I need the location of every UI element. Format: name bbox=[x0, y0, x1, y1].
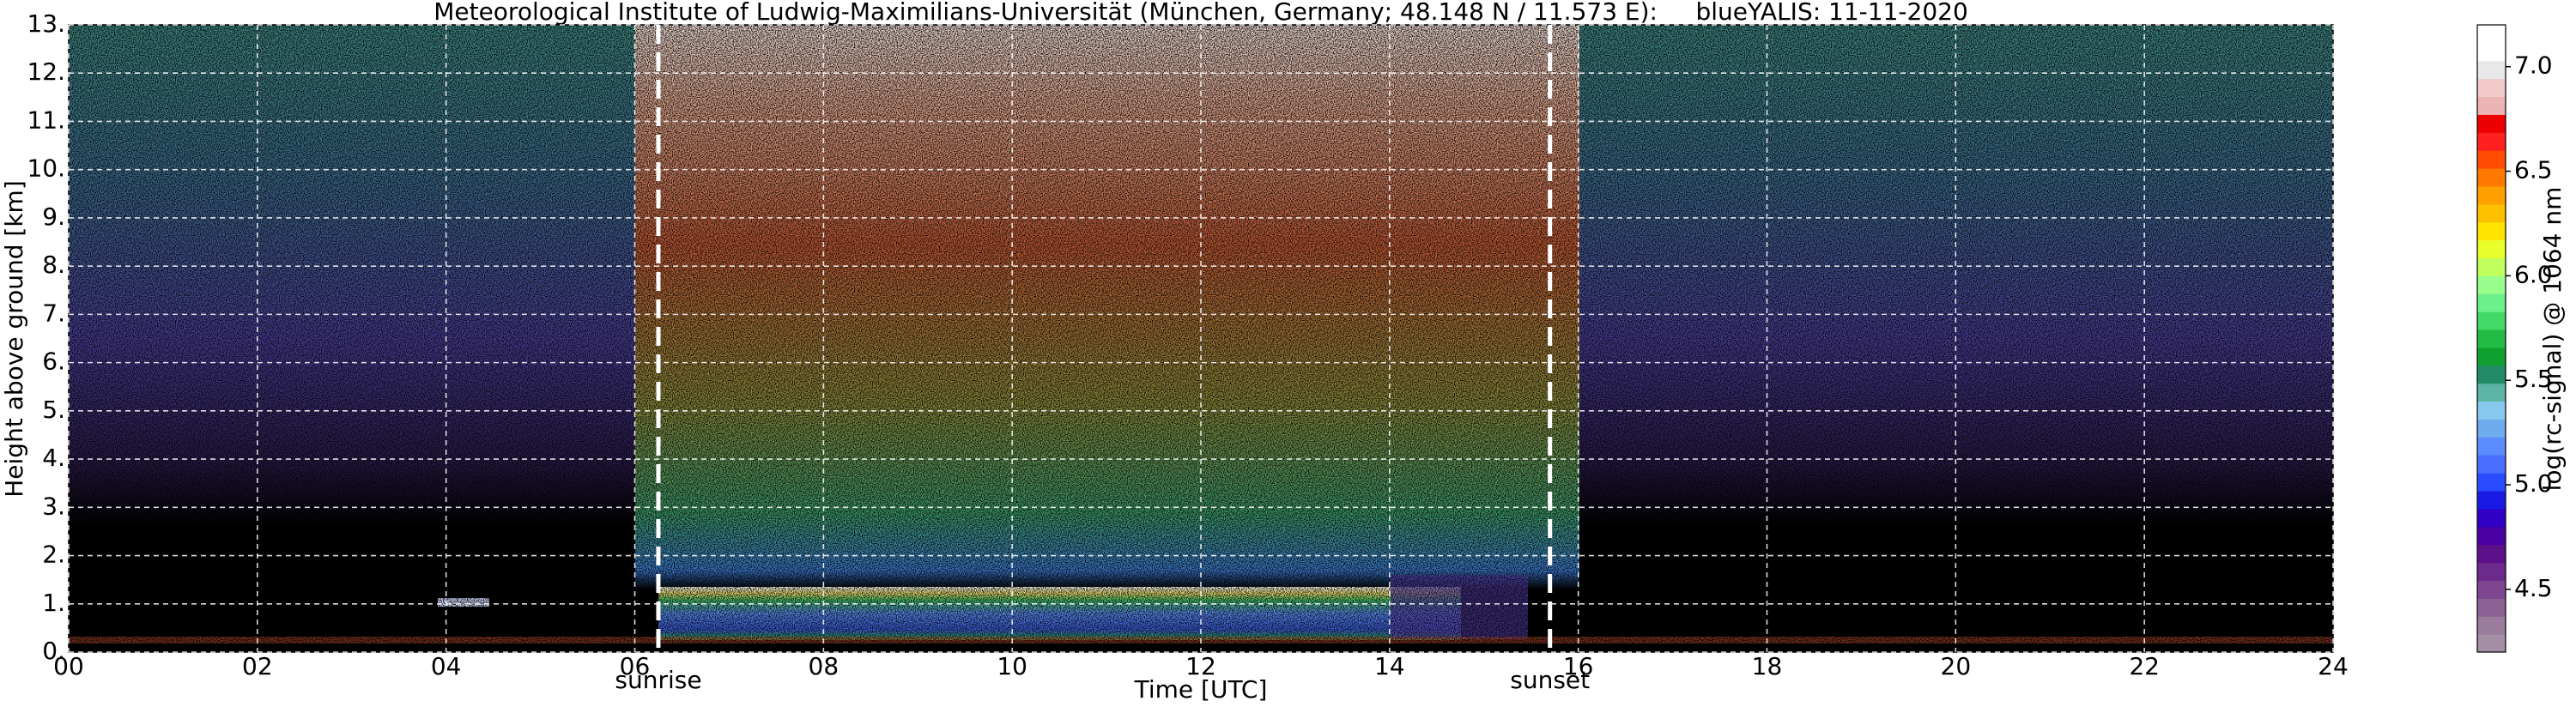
colorbar-segment bbox=[2477, 78, 2506, 98]
x-tick-label: 08 bbox=[809, 652, 839, 680]
colorbar-segment bbox=[2477, 347, 2506, 366]
colorbar-segment bbox=[2477, 580, 2506, 599]
colorbar-segment bbox=[2477, 257, 2506, 276]
colorbar-segment bbox=[2477, 42, 2506, 62]
x-axis-label: Time [UTC] bbox=[1134, 675, 1268, 704]
colorbar-segment bbox=[2477, 401, 2506, 420]
colorbar-segment bbox=[2477, 419, 2506, 438]
colorbar-segment bbox=[2477, 365, 2506, 384]
y-tick-label: 1. bbox=[42, 589, 65, 617]
colorbar-tick-label: 5.0 bbox=[2514, 469, 2553, 498]
y-tick-label: 7. bbox=[42, 299, 65, 327]
x-tick-label: 10 bbox=[997, 652, 1027, 680]
y-axis-label: Height above ground [km] bbox=[0, 180, 28, 498]
colorbar-segment bbox=[2477, 132, 2506, 151]
colorbar-tick-label: 5.5 bbox=[2514, 365, 2553, 393]
colorbar-segment bbox=[2477, 383, 2506, 402]
colorbar-segment bbox=[2477, 25, 2506, 44]
colorbar-segment bbox=[2477, 508, 2506, 528]
colorbar-segment bbox=[2477, 275, 2506, 294]
colorbar-tick-label: 4.5 bbox=[2514, 574, 2553, 602]
colorbar-segment bbox=[2477, 544, 2506, 564]
y-tick-label: 0. bbox=[42, 637, 65, 665]
colorbar-tick-label: 6.5 bbox=[2514, 156, 2553, 184]
y-tick-label: 13. bbox=[27, 9, 65, 38]
x-tick-label: 02 bbox=[242, 652, 273, 680]
colorbar-tick-label: 7.0 bbox=[2514, 51, 2553, 80]
colorbar-segment bbox=[2477, 455, 2506, 474]
x-tick-label: 00 bbox=[53, 652, 84, 680]
colorbar-segment bbox=[2477, 150, 2506, 169]
colorbar-label: log(rc-signal) @ 1064 nm bbox=[2538, 187, 2567, 492]
colorbar-segment bbox=[2477, 473, 2506, 492]
colorbar-segment bbox=[2477, 598, 2506, 617]
colorbar-segment bbox=[2477, 239, 2506, 259]
x-tick-label: 04 bbox=[431, 652, 462, 680]
colorbar-segment bbox=[2477, 96, 2506, 115]
colorbar-segment bbox=[2477, 634, 2506, 653]
y-tick-label: 3. bbox=[42, 492, 65, 520]
colorbar-segment bbox=[2477, 221, 2506, 241]
x-tick-label: 20 bbox=[1941, 652, 1972, 680]
colorbar-segment bbox=[2477, 526, 2506, 546]
colorbar-frame bbox=[2476, 24, 2506, 653]
colorbar-segment bbox=[2477, 616, 2506, 635]
colorbar-segment bbox=[2477, 491, 2506, 510]
x-tick-label: 06 bbox=[620, 652, 651, 680]
x-tick-label: 16 bbox=[1563, 652, 1594, 680]
y-tick-label: 5. bbox=[42, 396, 65, 424]
x-tick-label: 22 bbox=[2129, 652, 2160, 680]
x-tick-label: 24 bbox=[2318, 652, 2349, 680]
colorbar-segment bbox=[2477, 437, 2506, 456]
x-tick-label: 18 bbox=[1752, 652, 1783, 680]
event-label: sunrise bbox=[615, 666, 701, 694]
colorbar-segment bbox=[2477, 203, 2506, 223]
event-label: sunset bbox=[1510, 666, 1590, 694]
colorbar-segment bbox=[2477, 114, 2506, 133]
colorbar-segment bbox=[2477, 311, 2506, 330]
x-tick-label: 12 bbox=[1185, 652, 1216, 680]
colorbar-tick-label: 6.0 bbox=[2514, 260, 2553, 288]
colorbar-segment bbox=[2477, 60, 2506, 80]
colorbar-segment bbox=[2477, 562, 2506, 581]
y-tick-label: 6. bbox=[42, 347, 65, 376]
y-tick-label: 9. bbox=[42, 202, 65, 231]
colorbar-segment bbox=[2477, 185, 2506, 205]
y-tick-label: 4. bbox=[42, 444, 65, 472]
y-tick-label: 8. bbox=[42, 251, 65, 279]
y-tick-label: 10. bbox=[27, 154, 65, 183]
y-tick-label: 11. bbox=[27, 106, 65, 134]
x-tick-label: 14 bbox=[1374, 652, 1405, 680]
colorbar-segment bbox=[2477, 168, 2506, 187]
y-tick-label: 12. bbox=[27, 57, 65, 86]
chart-title: Meteorological Institute of Ludwig-Maxim… bbox=[433, 0, 1968, 26]
colorbar-segment bbox=[2477, 329, 2506, 348]
colorbar-segment bbox=[2477, 293, 2506, 312]
y-tick-label: 2. bbox=[42, 541, 65, 569]
